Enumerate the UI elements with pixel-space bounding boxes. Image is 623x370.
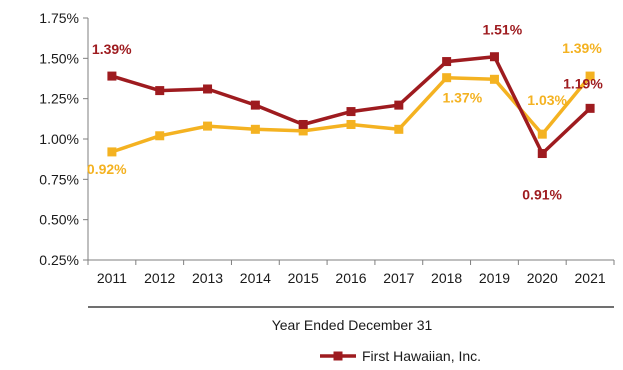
legend-label: First Hawaiian, Inc. — [362, 348, 481, 364]
data-point — [203, 84, 213, 94]
y-tick-label: 0.25% — [39, 252, 79, 268]
legend-marker — [333, 351, 343, 361]
data-point — [585, 71, 595, 81]
data-label: 1.39% — [92, 41, 132, 57]
series-line-0 — [111, 54, 592, 156]
data-point — [298, 119, 308, 129]
y-tick-label: 0.50% — [39, 212, 79, 228]
x-axis-ticks: 2011 2012 2013 2014 2015 2016 2017 2018 2019 2020… — [87, 260, 615, 286]
data-point — [489, 52, 499, 62]
data-point — [346, 107, 356, 117]
series-layer — [107, 52, 595, 159]
x-tick-label: 2019 — [479, 270, 510, 286]
data-point — [585, 103, 595, 113]
data-label: 0.92% — [87, 161, 127, 177]
x-tick-label: 2011 — [97, 270, 127, 286]
data-point — [250, 124, 260, 134]
x-tick-label: 2017 — [383, 270, 414, 286]
data-label: 1.51% — [482, 22, 522, 38]
data-point — [155, 131, 165, 141]
x-tick-label: 2016 — [335, 270, 366, 286]
data-point — [107, 71, 117, 81]
x-tick-label: 2013 — [192, 270, 223, 286]
data-labels: 1.39% 1.51% 0.91% 1.19% 0.92% 1.37% 1.03% 1.39% — [87, 22, 603, 203]
data-point — [489, 74, 499, 84]
data-point — [537, 149, 547, 159]
data-point — [442, 73, 452, 83]
data-label: 1.39% — [562, 40, 602, 56]
legend: First Hawaiian, Inc. — [320, 348, 481, 364]
y-tick-label: 1.75% — [39, 10, 79, 26]
x-tick-label: 2014 — [240, 270, 271, 286]
y-tick-label: 1.50% — [39, 50, 79, 66]
data-label: 1.19% — [563, 75, 603, 91]
x-tick-label: 2018 — [431, 270, 462, 286]
data-point — [203, 121, 213, 131]
data-point — [346, 119, 356, 129]
data-point — [394, 100, 404, 110]
data-point — [107, 147, 117, 157]
x-tick-label: 2012 — [144, 270, 175, 286]
data-label: 0.91% — [522, 187, 562, 203]
y-axis-ticks: 0.25% 0.50% 0.75% 1.00% 1.25% 1.50% 1.75% — [39, 10, 88, 268]
x-tick-label: 2015 — [288, 270, 319, 286]
x-tick-label: 2021 — [575, 270, 606, 286]
x-tick-label: 2020 — [527, 270, 558, 286]
data-point — [155, 86, 165, 96]
y-tick-label: 1.25% — [39, 91, 79, 107]
data-point — [442, 57, 452, 67]
data-point — [298, 126, 308, 136]
data-point — [250, 100, 260, 110]
data-point — [537, 129, 547, 139]
data-label: 1.03% — [527, 92, 567, 108]
y-tick-label: 1.00% — [39, 131, 79, 147]
data-point — [394, 124, 404, 134]
data-label: 1.37% — [442, 89, 482, 105]
y-tick-label: 0.75% — [39, 171, 79, 187]
x-axis-title: Year Ended December 31 — [272, 317, 433, 333]
